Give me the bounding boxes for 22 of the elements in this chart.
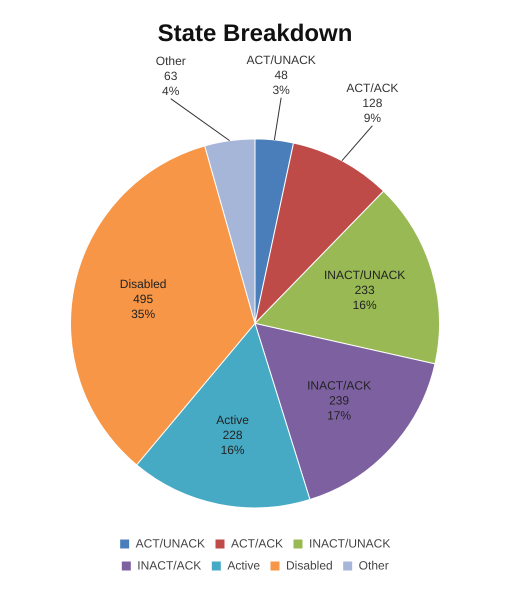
data-label: 228 16% [220, 428, 245, 457]
data-label: 63 4% [162, 69, 180, 98]
legend-label: INACT/ACK [137, 558, 202, 572]
slice-label: Active [216, 412, 250, 427]
legend-label: Other [358, 558, 389, 572]
slice-label: ACT/UNACK [246, 53, 316, 68]
slice-label: INACT/UNACK [324, 268, 406, 282]
data-label: 48 3% [272, 68, 290, 98]
data-label: 239 17% [327, 393, 352, 422]
data-label: 233 16% [352, 283, 377, 312]
slice-label: ACT/ACK [346, 81, 398, 96]
legend-label: Disabled [286, 558, 333, 572]
legend-label: ACT/ACK [230, 536, 284, 550]
legend-label: Active [227, 558, 260, 572]
data-label: 495 35% [131, 292, 156, 321]
slice-label: Other [156, 54, 186, 68]
legend-label: ACT/UNACK [136, 536, 205, 550]
data-label: 128 9% [362, 96, 383, 126]
slice-label: Disabled [120, 276, 166, 291]
legend-label: INACT/UNACK [309, 536, 390, 550]
chart-title: State Breakdown [158, 20, 352, 48]
slice-label: INACT/ACK [307, 378, 372, 392]
